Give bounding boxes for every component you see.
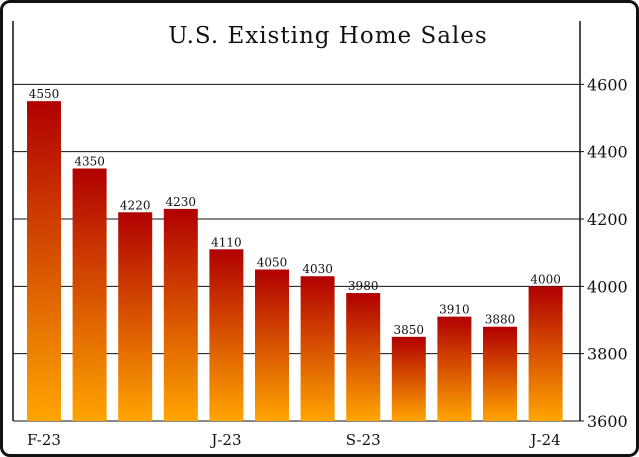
bar — [528, 286, 563, 421]
bar — [255, 269, 289, 421]
bar-data-label: 4050 — [257, 256, 288, 270]
x-tick-label: S-23 — [346, 431, 381, 449]
bar — [72, 168, 107, 421]
bar — [209, 249, 244, 421]
bar-data-label: 3980 — [348, 279, 379, 293]
bar — [163, 208, 198, 421]
x-axis-tick-labels: F-23 J-23 S-23 J-24 — [27, 431, 561, 449]
bar — [437, 316, 472, 421]
bar-data-label: 4220 — [120, 198, 151, 212]
y-axis-tick-labels: 3600 3800 4000 4200 4400 4600 — [587, 75, 628, 431]
bar — [118, 212, 153, 421]
gridlines — [12, 21, 584, 422]
bar-data-label: 4350 — [74, 155, 105, 169]
bar — [483, 326, 517, 421]
x-tick-label: J-24 — [529, 431, 561, 449]
chart-title: U.S. Existing Home Sales — [168, 23, 487, 49]
bar — [27, 101, 61, 422]
bar-chart: U.S. Existing Home Sales 4550 4350 4220 423… — [12, 21, 628, 449]
y-tick-label: 4200 — [587, 210, 628, 229]
bar-data-label: 4000 — [530, 272, 561, 286]
x-tick-label: F-23 — [27, 431, 61, 449]
bar — [346, 293, 381, 421]
x-tick-label: J-23 — [209, 431, 241, 449]
bar-data-label: 4230 — [166, 195, 197, 209]
bar-data-labels: 4550 4350 4220 4230 4110 4050 4030 3980 3850 3910… — [29, 87, 561, 337]
bar — [300, 276, 335, 421]
bar-data-label: 4030 — [302, 262, 333, 276]
bar — [391, 336, 426, 421]
y-tick-label: 4000 — [587, 277, 628, 296]
y-tick-label: 4400 — [587, 143, 628, 162]
y-tick-label: 3600 — [587, 412, 628, 431]
bars — [27, 101, 563, 422]
y-tick-label: 3800 — [587, 345, 628, 364]
bar-data-label: 3880 — [485, 313, 516, 327]
bar-data-label: 4550 — [29, 87, 60, 101]
bar-data-label: 3850 — [394, 323, 425, 337]
bar-data-label: 4110 — [211, 235, 242, 249]
y-tick-label: 4600 — [587, 75, 628, 94]
bar-data-label: 3910 — [439, 303, 470, 317]
